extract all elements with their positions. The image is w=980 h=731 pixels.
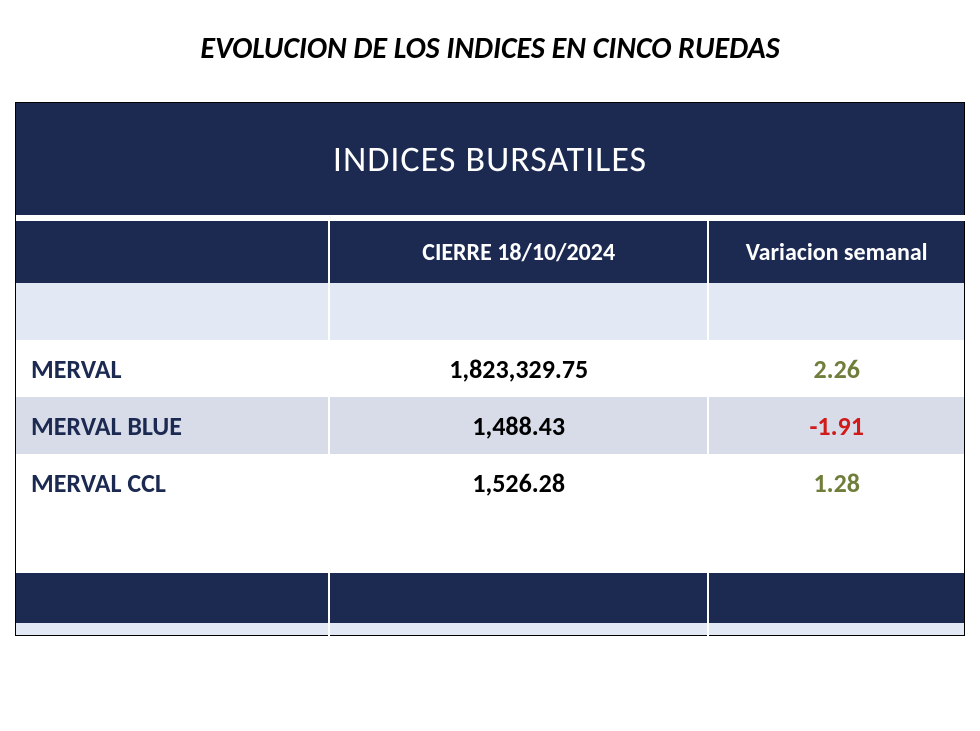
table-title: INDICES BURSATILES (16, 103, 965, 218)
table-bottom-band (16, 573, 965, 623)
col-header-variation: Variacion semanal (708, 218, 964, 283)
table-last-line (16, 623, 965, 636)
indices-table: INDICES BURSATILES CIERRE 18/10/2024 Var… (15, 102, 965, 636)
index-variation: 2.26 (708, 340, 964, 397)
table-title-row: INDICES BURSATILES (16, 103, 965, 218)
index-close: 1,526.28 (329, 454, 708, 511)
table-header-row: CIERRE 18/10/2024 Variacion semanal (16, 218, 965, 283)
index-close: 1,488.43 (329, 397, 708, 454)
index-close: 1,823,329.75 (329, 340, 708, 397)
index-variation: 1.28 (708, 454, 964, 511)
table-row: MERVAL CCL1,526.281.28 (16, 454, 965, 511)
table-spacer-row (16, 283, 965, 340)
col-header-close: CIERRE 18/10/2024 (329, 218, 708, 283)
col-header-empty (16, 218, 329, 283)
index-variation: -1.91 (708, 397, 964, 454)
index-name: MERVAL BLUE (16, 397, 329, 454)
table-row: MERVAL BLUE1,488.43-1.91 (16, 397, 965, 454)
table-row: MERVAL1,823,329.752.26 (16, 340, 965, 397)
index-name: MERVAL CCL (16, 454, 329, 511)
page-title: EVOLUCION DE LOS INDICES EN CINCO RUEDAS (0, 0, 980, 87)
index-name: MERVAL (16, 340, 329, 397)
table-gap-row (16, 511, 965, 573)
